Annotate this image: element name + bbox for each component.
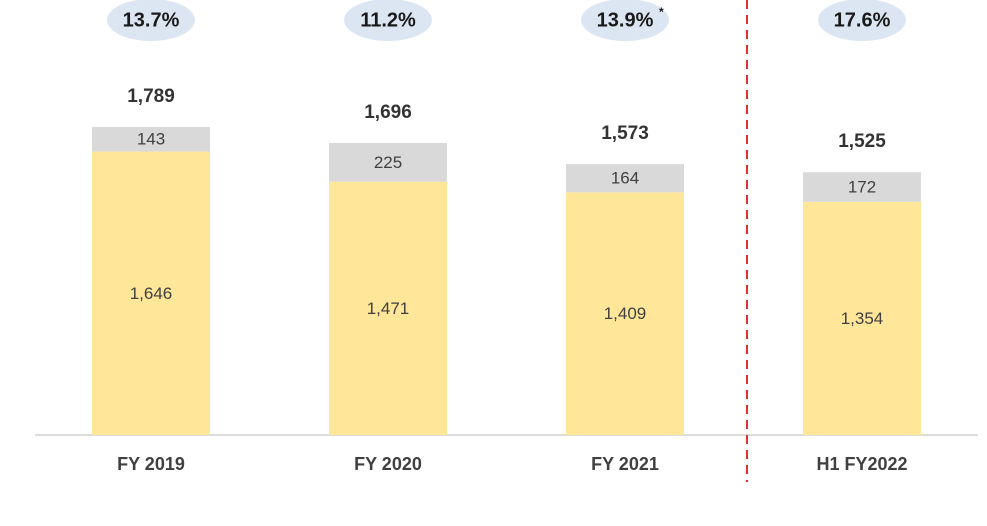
bar-segment bbox=[803, 172, 921, 202]
segment-label: 1,409 bbox=[604, 304, 647, 323]
segment-label: 1,471 bbox=[367, 299, 410, 318]
segment-label: 164 bbox=[611, 169, 639, 188]
x-tick-label: FY 2020 bbox=[354, 454, 422, 474]
bar-segment bbox=[566, 192, 684, 435]
bar-segment bbox=[329, 142, 447, 182]
segment-label: 143 bbox=[137, 130, 165, 149]
segment-label: 225 bbox=[374, 153, 402, 172]
ratio-label: 17.6% bbox=[834, 9, 891, 31]
ratio-bubble bbox=[581, 0, 669, 41]
ratio-bubble bbox=[344, 0, 432, 41]
bar-segment bbox=[566, 164, 684, 193]
segment-label: 1,646 bbox=[130, 284, 173, 303]
total-label: 1,696 bbox=[364, 102, 412, 123]
x-tick-label: FY 2021 bbox=[591, 454, 659, 474]
bar-segment bbox=[92, 151, 210, 435]
segment-label: 1,354 bbox=[841, 309, 884, 328]
bar-segment bbox=[329, 181, 447, 435]
bar-segment bbox=[92, 126, 210, 152]
total-label: 1,525 bbox=[838, 131, 886, 152]
x-tick-label: FY 2019 bbox=[117, 454, 185, 474]
total-label: 1,573 bbox=[601, 123, 649, 144]
ratio-label: 13.9% bbox=[597, 9, 654, 31]
total-label: 1,789 bbox=[127, 86, 175, 107]
segment-label: 172 bbox=[848, 178, 876, 197]
ratio-bubble bbox=[107, 0, 195, 41]
ratio-label: 11.2% bbox=[360, 9, 416, 31]
ratio-note: * bbox=[659, 5, 664, 19]
ratio-bubble bbox=[818, 0, 906, 41]
x-tick-label: H1 FY2022 bbox=[816, 454, 907, 474]
bar-segment bbox=[803, 201, 921, 435]
ratio-label: 13.7% bbox=[123, 9, 180, 31]
